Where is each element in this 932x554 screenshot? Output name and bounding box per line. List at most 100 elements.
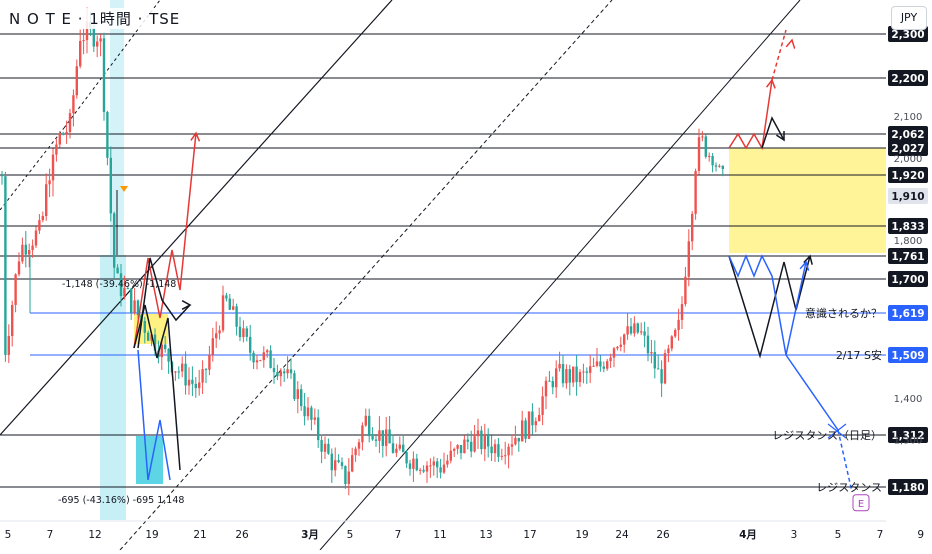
candle-body	[402, 444, 405, 453]
candle-body	[238, 326, 242, 338]
y-tick-label: 1,800	[894, 236, 923, 247]
candle-body	[130, 288, 133, 313]
candle-body	[143, 321, 146, 333]
forecast-blue	[785, 354, 839, 431]
candle-body	[616, 346, 619, 349]
annotation-text: E	[858, 499, 864, 510]
candle-body	[582, 371, 585, 373]
y-tick-label: 1,300	[894, 436, 923, 447]
candle-body	[272, 368, 276, 373]
candle-body	[276, 372, 279, 377]
forecast-blue	[137, 349, 171, 481]
price-level-label-bg	[888, 140, 928, 156]
candle-body	[68, 113, 72, 132]
x-tick-label: 26	[656, 529, 670, 541]
price-level-label: 2,300	[891, 29, 924, 41]
x-tick-label: 19	[575, 529, 588, 541]
price-level-label: 1,910	[891, 191, 924, 203]
x-tick-label: 9	[917, 529, 924, 541]
candle-body	[279, 371, 282, 377]
price-level-label: 1,833	[891, 221, 924, 233]
candle-body	[99, 38, 102, 42]
candle-body	[561, 363, 565, 384]
candle-body	[463, 439, 466, 454]
arrow-head	[785, 38, 796, 49]
candle-body	[514, 437, 517, 445]
candle-body	[701, 136, 704, 138]
candle-body	[153, 334, 157, 351]
chart-title: N O T E · 1時間 · TSE	[6, 8, 184, 29]
candle-body	[167, 349, 170, 362]
price-level-label-bg	[888, 126, 928, 142]
candle-body	[446, 460, 449, 465]
candle-body	[419, 469, 422, 471]
candle-body	[623, 334, 626, 345]
candle-body	[351, 455, 354, 472]
candle-body	[113, 213, 116, 268]
price-level-label-bg	[888, 271, 928, 287]
candle-body	[476, 430, 480, 437]
candle-body	[340, 462, 344, 467]
candle-body	[572, 366, 575, 383]
candle-body	[62, 133, 65, 135]
candle-body	[82, 40, 85, 42]
candle-body	[323, 443, 327, 452]
price-level-label-bg	[888, 188, 928, 204]
candle-body	[38, 220, 41, 231]
forecast-black	[761, 116, 785, 149]
candle-body	[456, 445, 459, 449]
y-tick-label: 1,400	[894, 394, 923, 405]
candle-body	[347, 471, 350, 484]
candle-body	[28, 249, 31, 255]
candle-body	[232, 306, 235, 310]
candle-body	[714, 165, 718, 167]
candle-body	[289, 369, 293, 374]
candle-body	[473, 436, 476, 452]
candle-body	[123, 288, 126, 297]
arrow-head	[181, 300, 192, 310]
candle-body	[296, 389, 299, 400]
candle-body	[194, 383, 197, 389]
candle-body	[65, 131, 68, 135]
candle-body	[531, 411, 534, 426]
x-tick-label: 12	[88, 529, 101, 541]
candle-body	[497, 444, 500, 457]
candle-body	[609, 357, 612, 362]
candle-body	[555, 368, 558, 388]
candle-body	[102, 38, 106, 113]
candle-body	[612, 348, 616, 358]
candle-body	[493, 444, 497, 454]
candle-body	[150, 334, 153, 341]
forecast-blue-dashed	[837, 429, 853, 493]
candle-body	[41, 216, 44, 221]
price-level-label-bg	[888, 248, 928, 264]
x-tick-label: 13	[479, 529, 492, 541]
candle-body	[34, 230, 38, 246]
arrow-head	[190, 131, 201, 142]
price-level-label-bg	[888, 167, 928, 183]
candle-body	[181, 363, 184, 372]
candle-body	[79, 40, 82, 67]
candle-body	[558, 363, 561, 369]
candle-body	[680, 304, 684, 320]
candle-body	[187, 379, 191, 386]
candle-body	[629, 326, 633, 334]
candle-body	[266, 350, 269, 353]
candle-body	[191, 379, 194, 384]
candle-body	[174, 371, 177, 373]
highlight-zone	[136, 436, 163, 484]
candle-body	[371, 436, 374, 440]
candle-body	[133, 300, 136, 313]
x-tick-label: 11	[433, 529, 446, 541]
currency-button[interactable]: JPY	[891, 6, 927, 30]
price-level-label: 2,200	[891, 73, 924, 85]
annotation-text: 2/17 S安	[836, 348, 882, 362]
candle-body	[85, 21, 89, 41]
candle-body	[633, 323, 636, 334]
candle-body	[711, 155, 714, 166]
candle-body	[674, 330, 677, 337]
candle-body	[466, 439, 469, 442]
candle-body	[215, 333, 218, 339]
